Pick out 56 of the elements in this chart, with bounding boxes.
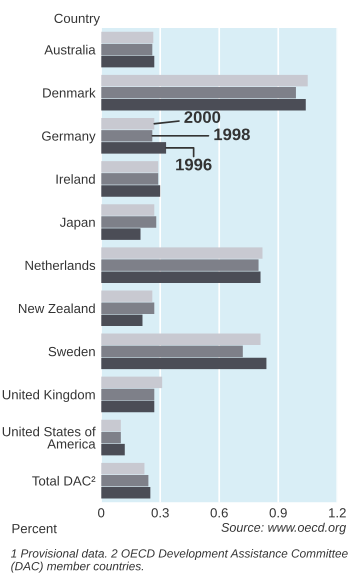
y-tick-label: Japan xyxy=(60,218,95,230)
bar xyxy=(101,44,152,56)
bar xyxy=(101,432,121,444)
y-tick-label: New Zealand xyxy=(18,303,95,314)
bar xyxy=(101,302,154,314)
bar xyxy=(101,388,154,400)
series-label: 2000 xyxy=(184,111,220,124)
bar xyxy=(101,334,261,346)
y-tick-label: Australia xyxy=(44,44,96,54)
bar xyxy=(101,358,266,370)
bar xyxy=(101,173,158,185)
bar xyxy=(101,32,154,44)
bar xyxy=(101,185,160,197)
bar xyxy=(101,247,262,259)
bar xyxy=(101,161,158,173)
y-tick-label: United States of America xyxy=(2,426,96,449)
y-tick-label: Sweden xyxy=(48,346,95,356)
bar xyxy=(101,118,154,130)
text: 1 Provisional data. 2 OECD Development Assistance Committee (DAC) member countries. xyxy=(10,548,348,573)
bar xyxy=(101,86,296,98)
y-tick-label: Germany xyxy=(42,131,96,144)
bar xyxy=(101,346,243,358)
x-tick-label: 0.3 xyxy=(152,508,169,518)
y-tick-label: United Kingdom xyxy=(2,390,95,402)
bar xyxy=(101,400,154,412)
bar xyxy=(101,228,141,240)
y-tick-label: Netherlands xyxy=(26,260,96,270)
x-axis-title: Percent xyxy=(12,524,57,534)
bar xyxy=(101,462,144,474)
series-label: 1996 xyxy=(176,158,212,170)
bar xyxy=(101,142,166,154)
x-tick-label: 0 xyxy=(98,508,104,518)
bar xyxy=(101,487,150,498)
bar xyxy=(101,56,154,68)
bar xyxy=(101,204,154,216)
series-label: 1998 xyxy=(214,128,250,140)
bar xyxy=(101,74,308,86)
y-tick-label: Ireland xyxy=(56,174,95,184)
bar xyxy=(101,474,148,486)
y-tick-label: Denmark xyxy=(43,88,96,98)
x-tick-label: 0.6 xyxy=(210,508,228,518)
bar xyxy=(101,130,152,142)
bar xyxy=(101,290,152,302)
bar xyxy=(101,420,121,432)
bar xyxy=(101,271,261,283)
bar xyxy=(101,376,162,388)
bar xyxy=(101,444,125,456)
x-tick-label: 0.9 xyxy=(270,508,287,518)
source-note: Source: www.oecd.org xyxy=(221,522,346,534)
x-tick-label: 1.2 xyxy=(329,508,346,518)
bar xyxy=(101,314,142,326)
bar xyxy=(101,99,306,110)
bar xyxy=(101,259,259,271)
bar xyxy=(101,216,156,228)
y-tick-label: Total DAC² xyxy=(32,476,96,486)
y-axis-title: Country xyxy=(54,14,100,26)
